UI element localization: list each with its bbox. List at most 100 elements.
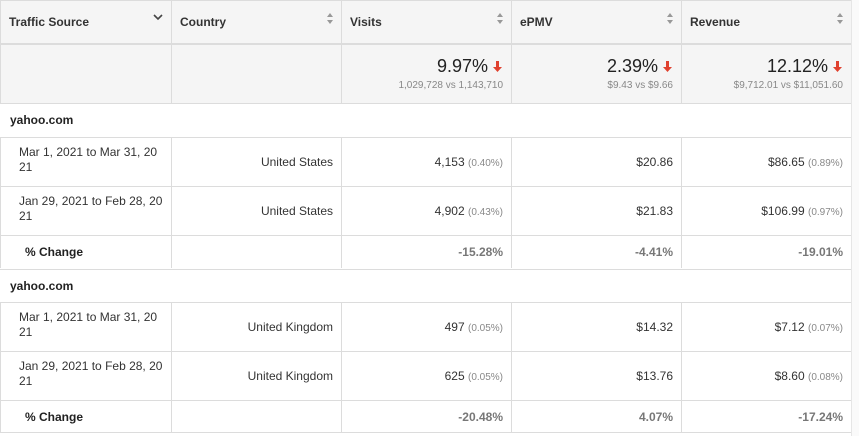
epmv-cell: $21.83	[512, 187, 682, 235]
change-visits: -20.48%	[458, 410, 503, 424]
revenue-value: $86.65 (0.89%)	[768, 155, 843, 169]
epmv-value: $13.76	[636, 369, 673, 383]
col-header-label: Country	[180, 15, 226, 29]
sort-icon[interactable]	[496, 13, 504, 29]
summary-value: 2.39%	[606, 56, 658, 76]
country: United Kingdom	[247, 320, 333, 334]
revenue-pct: (0.07%)	[807, 323, 843, 334]
date-cell: Jan 29, 2021 to Feb 28, 20 21	[0, 352, 172, 400]
revenue-cell: $106.99 (0.97%)	[682, 187, 852, 235]
revenue-value: $106.99 (0.97%)	[761, 204, 843, 218]
arrow-down-icon	[493, 61, 502, 72]
date-text: Jan 29, 2021 to Feb 28, 20	[19, 359, 163, 373]
group-source: yahoo.com	[10, 279, 74, 293]
change-empty	[172, 401, 342, 432]
group-source: yahoo.com	[10, 113, 74, 127]
summary-value: 12.12%	[766, 56, 828, 76]
date-text-wrap: 21	[19, 325, 33, 339]
revenue-cell: $7.12 (0.07%)	[682, 303, 852, 351]
chevron-down-icon[interactable]	[153, 12, 163, 22]
summary-visits: 9.97% 1,029,728 vs 1,143,710	[342, 45, 512, 103]
change-epmv-cell: 4.07%	[512, 401, 682, 432]
date-text: Mar 1, 2021 to Mar 31, 20	[19, 145, 158, 159]
revenue-cell: $8.60 (0.08%)	[682, 352, 852, 400]
col-header-label: Visits	[350, 15, 382, 29]
group-header: yahoo.com	[0, 104, 859, 137]
arrow-down-icon	[663, 61, 672, 72]
visits-cell: 4,902 (0.43%)	[342, 187, 512, 235]
epmv-value: $14.32	[636, 320, 673, 334]
sort-icon[interactable]	[836, 13, 844, 29]
date-text-wrap: 21	[19, 374, 33, 388]
visits: 4,902	[434, 204, 465, 218]
date-range: Mar 1, 2021 to Mar 31, 20 21	[19, 145, 164, 175]
change-label: % Change	[25, 410, 84, 424]
epmv-cell: $13.76	[512, 352, 682, 400]
country: United States	[260, 155, 333, 169]
date-text: Mar 1, 2021 to Mar 31, 20	[19, 310, 158, 324]
table-header-row: Traffic Source Country Visits ePMV Reven…	[0, 0, 859, 44]
change-epmv-cell: -4.41%	[512, 236, 682, 268]
col-header-traffic-source[interactable]: Traffic Source	[0, 1, 172, 43]
date-cell: Jan 29, 2021 to Feb 28, 20 21	[0, 187, 172, 235]
table-row[interactable]: Mar 1, 2021 to Mar 31, 20 21 United Kingd…	[0, 302, 859, 351]
revenue: $86.65	[767, 155, 805, 169]
epmv-cell: $14.32	[512, 303, 682, 351]
revenue-pct: (0.97%)	[807, 207, 843, 218]
date-text-wrap: 21	[19, 160, 33, 174]
summary-detail: $9,712.01 vs $11,051.60	[733, 80, 843, 91]
col-header-label: Traffic Source	[9, 15, 90, 29]
table-row[interactable]: Jan 29, 2021 to Feb 28, 20 21 United King…	[0, 351, 859, 400]
visits-pct: (0.05%)	[467, 372, 503, 383]
change-row: % Change -20.48% 4.07% -17.24%	[0, 400, 859, 433]
visits-cell: 497 (0.05%)	[342, 303, 512, 351]
summary-cell-empty	[0, 45, 172, 103]
date-cell: Mar 1, 2021 to Mar 31, 20 21	[0, 138, 172, 186]
country-cell: United States	[172, 187, 342, 235]
summary-cell-empty	[172, 45, 342, 103]
sort-icon[interactable]	[326, 13, 334, 29]
country-cell: United Kingdom	[172, 352, 342, 400]
country: United States	[260, 204, 333, 218]
summary-revenue-change: 12.12%	[767, 56, 843, 77]
visits-value: 497 (0.05%)	[445, 320, 503, 334]
summary-detail: 1,029,728 vs 1,143,710	[398, 80, 503, 91]
country-cell: United Kingdom	[172, 303, 342, 351]
horizontal-scroll-edge[interactable]	[851, 0, 859, 436]
change-visits-cell: -20.48%	[342, 401, 512, 432]
country: United Kingdom	[247, 369, 333, 383]
visits-pct: (0.43%)	[467, 207, 503, 218]
col-header-revenue[interactable]: Revenue	[682, 1, 852, 43]
date-text: Jan 29, 2021 to Feb 28, 20	[19, 194, 163, 208]
change-empty	[172, 236, 342, 268]
revenue-pct: (0.08%)	[807, 372, 843, 383]
group-header: yahoo.com	[0, 269, 859, 302]
change-revenue: -19.01%	[798, 245, 843, 259]
summary-value: 9.97%	[436, 56, 488, 76]
summary-detail: $9.43 vs $9.66	[607, 80, 673, 91]
col-header-epmv[interactable]: ePMV	[512, 1, 682, 43]
epmv-value: $20.86	[636, 155, 673, 169]
visits: 4,153	[434, 155, 465, 169]
visits: 497	[444, 320, 465, 334]
summary-epmv-change: 2.39%	[607, 56, 673, 77]
table-row[interactable]: Jan 29, 2021 to Feb 28, 20 21 United Stat…	[0, 186, 859, 235]
sort-icon[interactable]	[666, 13, 674, 29]
summary-revenue: 12.12% $9,712.01 vs $11,051.60	[682, 45, 852, 103]
table-row[interactable]: Mar 1, 2021 to Mar 31, 20 21 United State…	[0, 137, 859, 186]
revenue-value: $8.60 (0.08%)	[775, 369, 843, 383]
revenue: $106.99	[761, 204, 805, 218]
revenue-cell: $86.65 (0.89%)	[682, 138, 852, 186]
summary-row: 9.97% 1,029,728 vs 1,143,710 2.39% $9.43…	[0, 44, 859, 104]
col-header-country[interactable]: Country	[172, 1, 342, 43]
epmv-cell: $20.86	[512, 138, 682, 186]
change-revenue-cell: -19.01%	[682, 236, 852, 268]
revenue-value: $7.12 (0.07%)	[775, 320, 843, 334]
date-range: Jan 29, 2021 to Feb 28, 20 21	[19, 194, 164, 224]
arrow-down-icon	[833, 61, 842, 72]
col-header-visits[interactable]: Visits	[342, 1, 512, 43]
country-cell: United States	[172, 138, 342, 186]
summary-epmv: 2.39% $9.43 vs $9.66	[512, 45, 682, 103]
visits-value: 4,153 (0.40%)	[435, 155, 503, 169]
